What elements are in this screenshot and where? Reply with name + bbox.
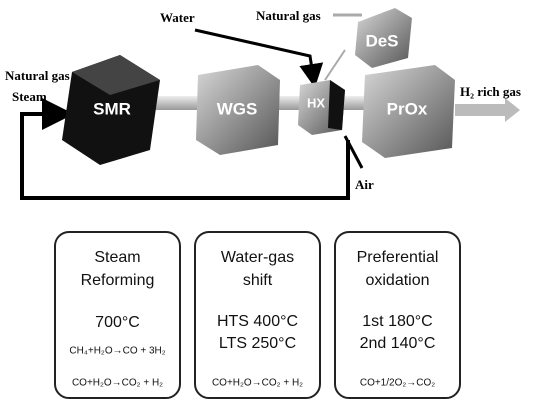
panel-title: Reforming <box>81 272 155 289</box>
panel-temperature: 700°C <box>95 314 140 331</box>
pipe <box>145 96 205 110</box>
prox-block <box>362 65 455 158</box>
output-arrow <box>455 98 520 122</box>
panel-title: oxidation <box>365 272 429 289</box>
panel-box <box>54 231 181 399</box>
panel-reaction: CH₄+H₂O→CO + 3H₂ <box>69 346 165 357</box>
input-label: Natural gas <box>256 8 321 23</box>
panel-temperature: 1st 180°C <box>362 313 432 330</box>
unit-label: SMR <box>93 99 131 118</box>
unit-label: PrOx <box>387 99 428 118</box>
air-line <box>343 135 364 169</box>
unit-label: WGS <box>217 99 258 118</box>
panels: Steam Reforming 700°C CH₄+H₂O→CO + 3H₂ CO+H₂… <box>54 231 461 399</box>
water-line <box>194 28 324 88</box>
panel-box <box>194 231 321 399</box>
des-line <box>324 49 346 81</box>
panel-reaction: CO+1/2O₂→CO₂ <box>360 378 435 389</box>
panel-temperature: 2nd 140°C <box>360 335 436 352</box>
panel-title: shift <box>243 272 273 289</box>
output-label: H₂ rich gas <box>460 84 521 99</box>
unit-label: HX <box>307 95 325 110</box>
input-label: Natural gas <box>5 68 70 83</box>
panel-temperature: HTS 400°C <box>217 313 298 330</box>
panel-box <box>334 231 461 399</box>
input-label: Steam <box>12 89 47 104</box>
recycle-line <box>20 98 350 200</box>
des-block <box>355 8 412 68</box>
input-label: Air <box>355 177 374 192</box>
smr-top <box>72 55 160 95</box>
hx-side <box>328 80 345 130</box>
panel-temperature: LTS 250°C <box>219 335 296 352</box>
unit-label: DeS <box>365 31 398 50</box>
panel-title: Steam <box>94 249 140 266</box>
panel-reaction: CO+H₂O→CO₂ + H₂ <box>212 378 303 389</box>
panel-title: Preferential <box>357 249 439 266</box>
wgs-block <box>196 65 280 155</box>
panel-reaction: CO+H₂O→CO₂ + H₂ <box>72 378 163 389</box>
input-label: Water <box>160 10 195 25</box>
panel-title: Water-gas <box>221 249 294 266</box>
